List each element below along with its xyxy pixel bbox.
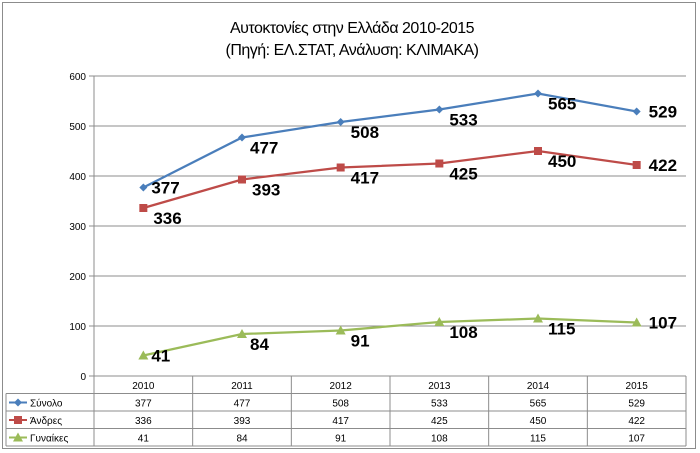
data-label: 450 [548,152,576,171]
line-chart: Αυτοκτονίες στην Ελλάδα 2010-2015 (Πηγή:… [5,20,687,447]
series-line [142,92,637,189]
series-name: Γυναίκες [30,433,68,445]
data-point-marker [238,133,246,142]
table-cell: 477 [234,399,251,410]
series-3 [138,313,642,360]
table-cell: 108 [431,434,448,445]
data-point-marker [336,163,345,172]
data-point-marker [335,325,346,335]
series-line [143,149,637,210]
table-cell: 508 [332,399,349,410]
data-label: 425 [449,165,477,184]
series-2 [139,147,641,212]
y-tick-label: 400 [69,172,86,183]
y-tick-label: 300 [69,222,86,233]
data-label: 477 [250,139,278,158]
data-point-marker [435,159,444,168]
x-tick-label: 2013 [428,381,451,392]
data-label: 377 [151,179,179,198]
series-1 [139,89,641,192]
legend-key [9,432,27,442]
y-tick-label: 0 [80,372,86,383]
data-point-marker [138,350,149,360]
data-label: 533 [449,111,477,130]
x-tick-label: 2014 [527,381,550,392]
data-label: 422 [649,156,677,175]
series-group [138,89,642,360]
data-point-marker [534,147,542,155]
x-tick-label: 2011 [231,381,253,392]
data-point-marker [632,161,641,169]
y-tick-label: 500 [69,122,86,133]
data-label: 417 [351,169,379,188]
data-label: 529 [649,103,677,122]
data-point-marker [632,107,641,116]
y-tick-label: 100 [69,322,86,333]
data-point-marker [533,313,543,323]
data-point-marker [434,317,445,326]
table-cell: 336 [135,416,152,427]
y-tick-label: 600 [69,72,86,83]
data-point-marker [14,398,22,407]
data-label: 393 [252,181,280,200]
table-cell: 107 [628,434,645,445]
data-point-marker [238,175,246,184]
table-cell: 91 [335,434,347,445]
data-point-marker [237,329,247,338]
series-line [143,317,637,357]
data-label: 336 [153,209,181,228]
gridlines [94,75,686,377]
data-label: 115 [548,320,575,339]
x-tick-label: 2012 [330,381,353,392]
data-label: 107 [649,314,677,333]
table-cell: 377 [135,399,152,410]
data-table: 2010 2011 2012 2013 2014 2015 Σύνολο 377 477 508 5… [5,375,687,447]
chart-title: Αυτοκτονίες στην Ελλάδα 2010-2015 [230,20,475,37]
table-cell: 84 [236,434,248,445]
data-label: 41 [151,347,170,366]
table-cell: 115 [530,434,546,445]
data-point-marker [14,416,22,424]
data-point-marker [336,118,345,126]
series-name: Σύνολο [30,398,63,410]
data-label: 91 [351,332,370,351]
data-label: 508 [351,123,379,142]
chart-subtitle: (Πηγή: ΕΛ.ΣΤΑΤ, Ανάλυση: ΚΛΙΜΑΚΑ) [226,42,479,59]
table-cell: 393 [234,416,251,427]
table-cell: 565 [530,399,547,410]
x-tick-label: 2015 [626,381,649,392]
table-cell: 417 [332,416,349,427]
data-point-marker [139,204,148,212]
x-tick-label: 2010 [132,381,155,392]
table-cell: 529 [628,399,645,410]
series-name: Άνδρες [30,416,62,427]
data-point-marker [534,89,542,98]
data-label: 108 [449,323,477,342]
table-cell: 533 [431,399,448,410]
chart-frame: Αυτοκτονίες στην Ελλάδα 2010-2015 (Πηγή:… [2,2,696,449]
data-label: 84 [250,335,269,354]
table-cell: 425 [431,416,448,427]
table-cell: 41 [138,434,150,445]
data-labels: 377 477 508 533 565 529 336 393 417 425 450 422 41 84… [151,95,677,366]
data-label: 565 [548,95,576,114]
data-point-marker [631,317,642,327]
y-axis: 0 100 200 300 400 500 600 [69,72,95,383]
data-point-marker [13,432,23,442]
legend-key [9,398,27,407]
data-point-marker [139,183,148,192]
legend-key [9,416,27,424]
data-point-marker [435,105,444,114]
y-tick-label: 200 [69,272,86,283]
table-cell: 450 [530,416,547,427]
table-cell: 422 [628,416,645,427]
